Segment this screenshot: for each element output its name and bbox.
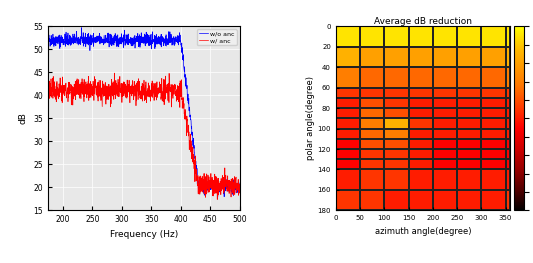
Title: Average dB reduction: Average dB reduction [374, 17, 472, 26]
w/ anc [77, 83, 84, 86]
w/o anc [78, 26, 85, 29]
w/o anc [150, 38, 156, 42]
Y-axis label: dB: dB [19, 112, 28, 124]
Y-axis label: polar angle(degree): polar angle(degree) [305, 76, 314, 160]
Line: w/ anc: w/ anc [48, 73, 240, 199]
w/ anc [109, 92, 116, 95]
X-axis label: azimuth angle(degree): azimuth angle(degree) [375, 227, 471, 236]
w/o anc [146, 34, 152, 37]
w/ anc [70, 88, 77, 91]
w/o anc [70, 36, 77, 39]
w/ anc [146, 88, 152, 91]
Line: w/o anc: w/o anc [48, 28, 240, 197]
Legend: w/o anc, w/ anc: w/o anc, w/ anc [197, 29, 237, 45]
X-axis label: Frequency (Hz): Frequency (Hz) [110, 230, 178, 239]
w/o anc [45, 37, 51, 40]
w/o anc [237, 181, 243, 185]
w/ anc [237, 183, 243, 186]
w/ anc [128, 90, 134, 94]
w/ anc [111, 72, 118, 75]
w/ anc [45, 88, 51, 92]
w/o anc [77, 35, 84, 38]
w/ anc [150, 82, 156, 85]
w/o anc [221, 195, 228, 198]
w/o anc [110, 37, 116, 40]
w/o anc [128, 37, 134, 40]
w/ anc [214, 198, 221, 201]
